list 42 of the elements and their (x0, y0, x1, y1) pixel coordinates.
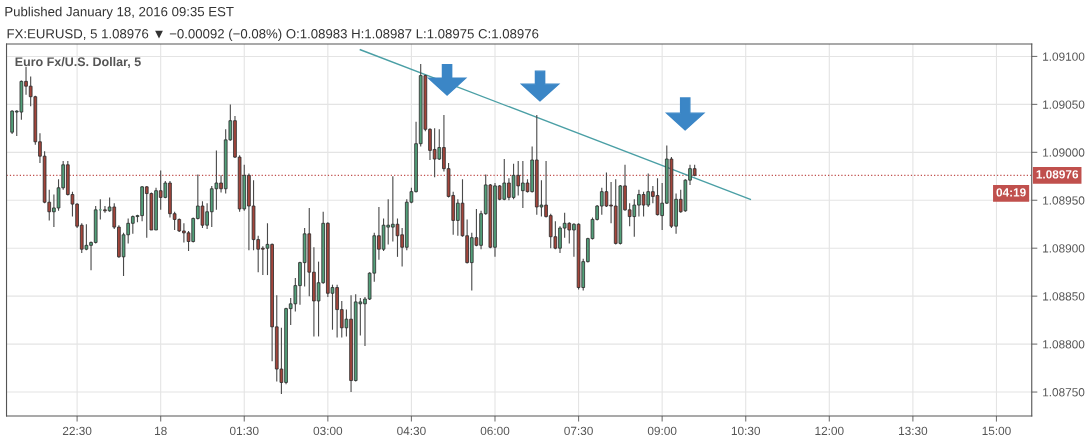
candlestick (516, 160, 521, 197)
x-tick-label: 07:30 (564, 426, 593, 436)
candlestick (200, 200, 205, 229)
annotation: Euro Fx/U.S. Dollar, 5 (15, 57, 141, 68)
x-tick-label: 06:00 (480, 426, 510, 436)
candlestick (655, 177, 660, 217)
candlestick (641, 191, 646, 218)
candlestick (632, 198, 637, 238)
chart-title: Published January 18, 2016 09:35 EST (5, 6, 234, 19)
candlestick (84, 223, 89, 251)
candlestick (599, 187, 604, 216)
x-tick-label: 15:00 (982, 426, 1011, 436)
candlestick (144, 185, 149, 239)
ref-line-label: 1.08976 (1036, 170, 1079, 179)
candlestick (604, 171, 609, 208)
y-tick-label: 1.09100 (1043, 52, 1085, 61)
y-tick-label: 1.09000 (1043, 148, 1085, 157)
y-tick-label: 1.08800 (1043, 340, 1085, 349)
y-tick-label: 1.08850 (1043, 292, 1085, 301)
candlestick (646, 172, 651, 208)
x-tick-label: 01:30 (229, 426, 259, 436)
y-tick-label: 1.08950 (1043, 196, 1085, 205)
y-tick-label: 1.08750 (1043, 388, 1085, 397)
x-tick-label: 09:00 (647, 426, 677, 436)
x-tick-label: 04:30 (397, 426, 426, 436)
y-tick-label: 1.08900 (1043, 244, 1085, 253)
x-tick-label: 10:30 (731, 426, 761, 436)
x-tick-label: 22:30 (62, 426, 92, 436)
candlestick (432, 127, 437, 178)
x-tick-label: 18 (155, 426, 167, 436)
candlestick (214, 149, 219, 211)
candlestick (209, 185, 214, 228)
x-tick-label: 03:00 (313, 426, 343, 436)
candlestick (502, 158, 507, 201)
annotation: 04:19 (996, 188, 1026, 197)
chart-subtitle: FX:EURUSD, 5 1.08976 ▼ −0.00092 (−0.08%) O:1.08983 H:1.08987 L:1.08975 C:1.08976 (7, 28, 539, 42)
x-tick-label: 12:00 (815, 426, 844, 436)
x-tick-label: 13:30 (899, 426, 928, 436)
candlestick (511, 163, 516, 200)
candlestick (381, 217, 386, 252)
candlestick (567, 221, 572, 244)
y-tick-label: 1.09050 (1043, 100, 1085, 109)
